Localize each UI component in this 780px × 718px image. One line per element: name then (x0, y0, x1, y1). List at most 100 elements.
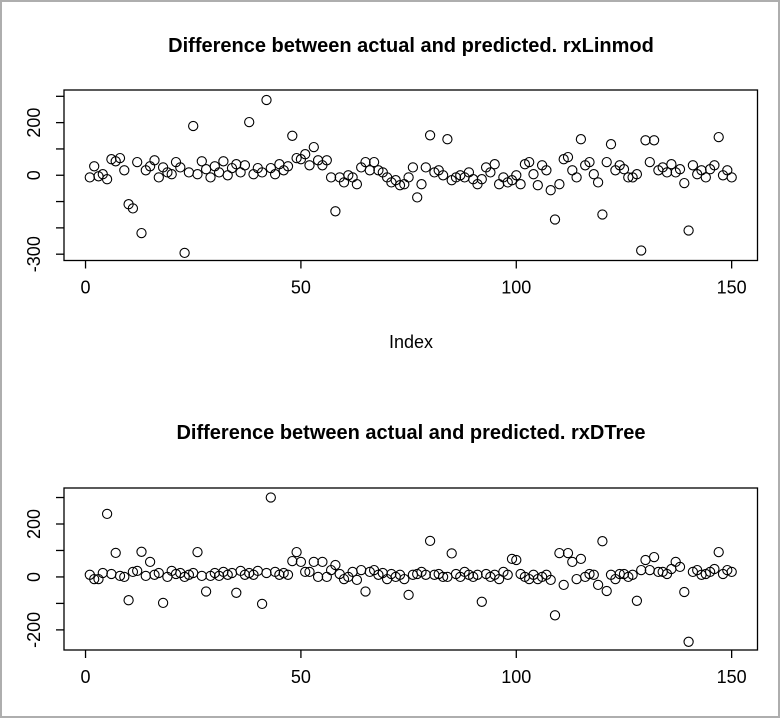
data-point (304, 160, 315, 171)
data-point (532, 180, 543, 191)
data-point (683, 225, 694, 236)
data-point (179, 247, 190, 259)
data-point (412, 192, 423, 203)
data-point (687, 160, 699, 171)
data-point (575, 553, 587, 565)
data-point (674, 164, 686, 175)
data-point (127, 203, 139, 214)
data-point (312, 571, 324, 583)
data-point (713, 131, 724, 143)
data-point (106, 568, 117, 580)
data-point (317, 556, 328, 568)
data-point (149, 155, 160, 166)
data-point (640, 554, 651, 566)
data-point (644, 564, 655, 576)
data-point (132, 565, 143, 577)
data-point (588, 169, 599, 180)
data-point (89, 161, 100, 172)
data-point (437, 571, 449, 583)
data-point (394, 180, 406, 191)
y-tick-label: -300 (24, 236, 44, 272)
data-point (545, 185, 556, 196)
data-point (506, 553, 518, 565)
data-point (545, 574, 556, 586)
data-point (407, 162, 419, 173)
data-point (330, 206, 341, 217)
data-point (584, 568, 595, 580)
plot2-title: Difference between actual and predicted.… (176, 422, 646, 444)
data-point (476, 596, 487, 607)
data-point (567, 556, 578, 568)
data-point (515, 179, 526, 190)
data-point (403, 172, 414, 183)
data-point (308, 141, 319, 153)
data-point (631, 169, 643, 180)
data-point (709, 563, 720, 575)
data-point (300, 566, 311, 578)
data-point (144, 556, 156, 568)
data-point (476, 174, 487, 185)
data-point (416, 179, 427, 190)
data-point (287, 555, 298, 567)
data-point (442, 134, 453, 145)
data-point (597, 209, 608, 220)
plot1-title: Difference between actual and predicted.… (168, 35, 654, 57)
data-point (511, 554, 522, 566)
data-point (511, 170, 522, 181)
x-tick-label: 50 (291, 667, 311, 687)
data-point (127, 566, 139, 578)
data-point (261, 94, 272, 106)
data-point (683, 636, 694, 647)
data-point (571, 573, 582, 585)
data-point (244, 116, 255, 128)
data-point (256, 598, 268, 610)
data-point (679, 177, 690, 189)
data-point (110, 547, 121, 559)
data-point (437, 170, 449, 181)
data-point (261, 567, 272, 579)
data-point (562, 547, 574, 559)
data-point (485, 167, 496, 178)
data-point (231, 587, 242, 598)
data-point (304, 566, 315, 578)
data-point (403, 589, 414, 601)
data-point (679, 586, 690, 598)
data-point (644, 156, 655, 168)
data-point (291, 152, 302, 164)
data-point (136, 546, 147, 557)
data-point (300, 149, 311, 160)
y-tick-label: 200 (24, 509, 44, 539)
data-point (618, 164, 630, 175)
data-point (308, 556, 319, 568)
data-point (592, 177, 604, 188)
data-point (592, 579, 604, 591)
data-point (321, 571, 332, 583)
data-point (549, 214, 561, 225)
data-point (192, 169, 203, 180)
data-point (351, 574, 363, 586)
data-point (119, 165, 130, 176)
data-point (368, 156, 380, 168)
data-point (123, 595, 134, 606)
data-point (101, 174, 113, 185)
data-point (196, 156, 207, 167)
data-point (722, 564, 733, 576)
x-tick-label: 100 (501, 278, 531, 298)
data-point (97, 567, 108, 579)
data-point (601, 156, 612, 168)
data-point (295, 556, 307, 568)
y-tick-label: 200 (24, 108, 44, 138)
plot-box (63, 487, 759, 651)
data-point (114, 152, 126, 164)
data-point (119, 571, 130, 583)
data-point (571, 172, 582, 183)
data-point (575, 134, 587, 145)
data-point (424, 130, 436, 141)
data-point (200, 586, 212, 597)
data-point (321, 155, 332, 166)
data-point (648, 135, 660, 146)
data-point (549, 610, 561, 621)
data-point (192, 546, 203, 558)
x-tick-label: 50 (291, 278, 311, 298)
